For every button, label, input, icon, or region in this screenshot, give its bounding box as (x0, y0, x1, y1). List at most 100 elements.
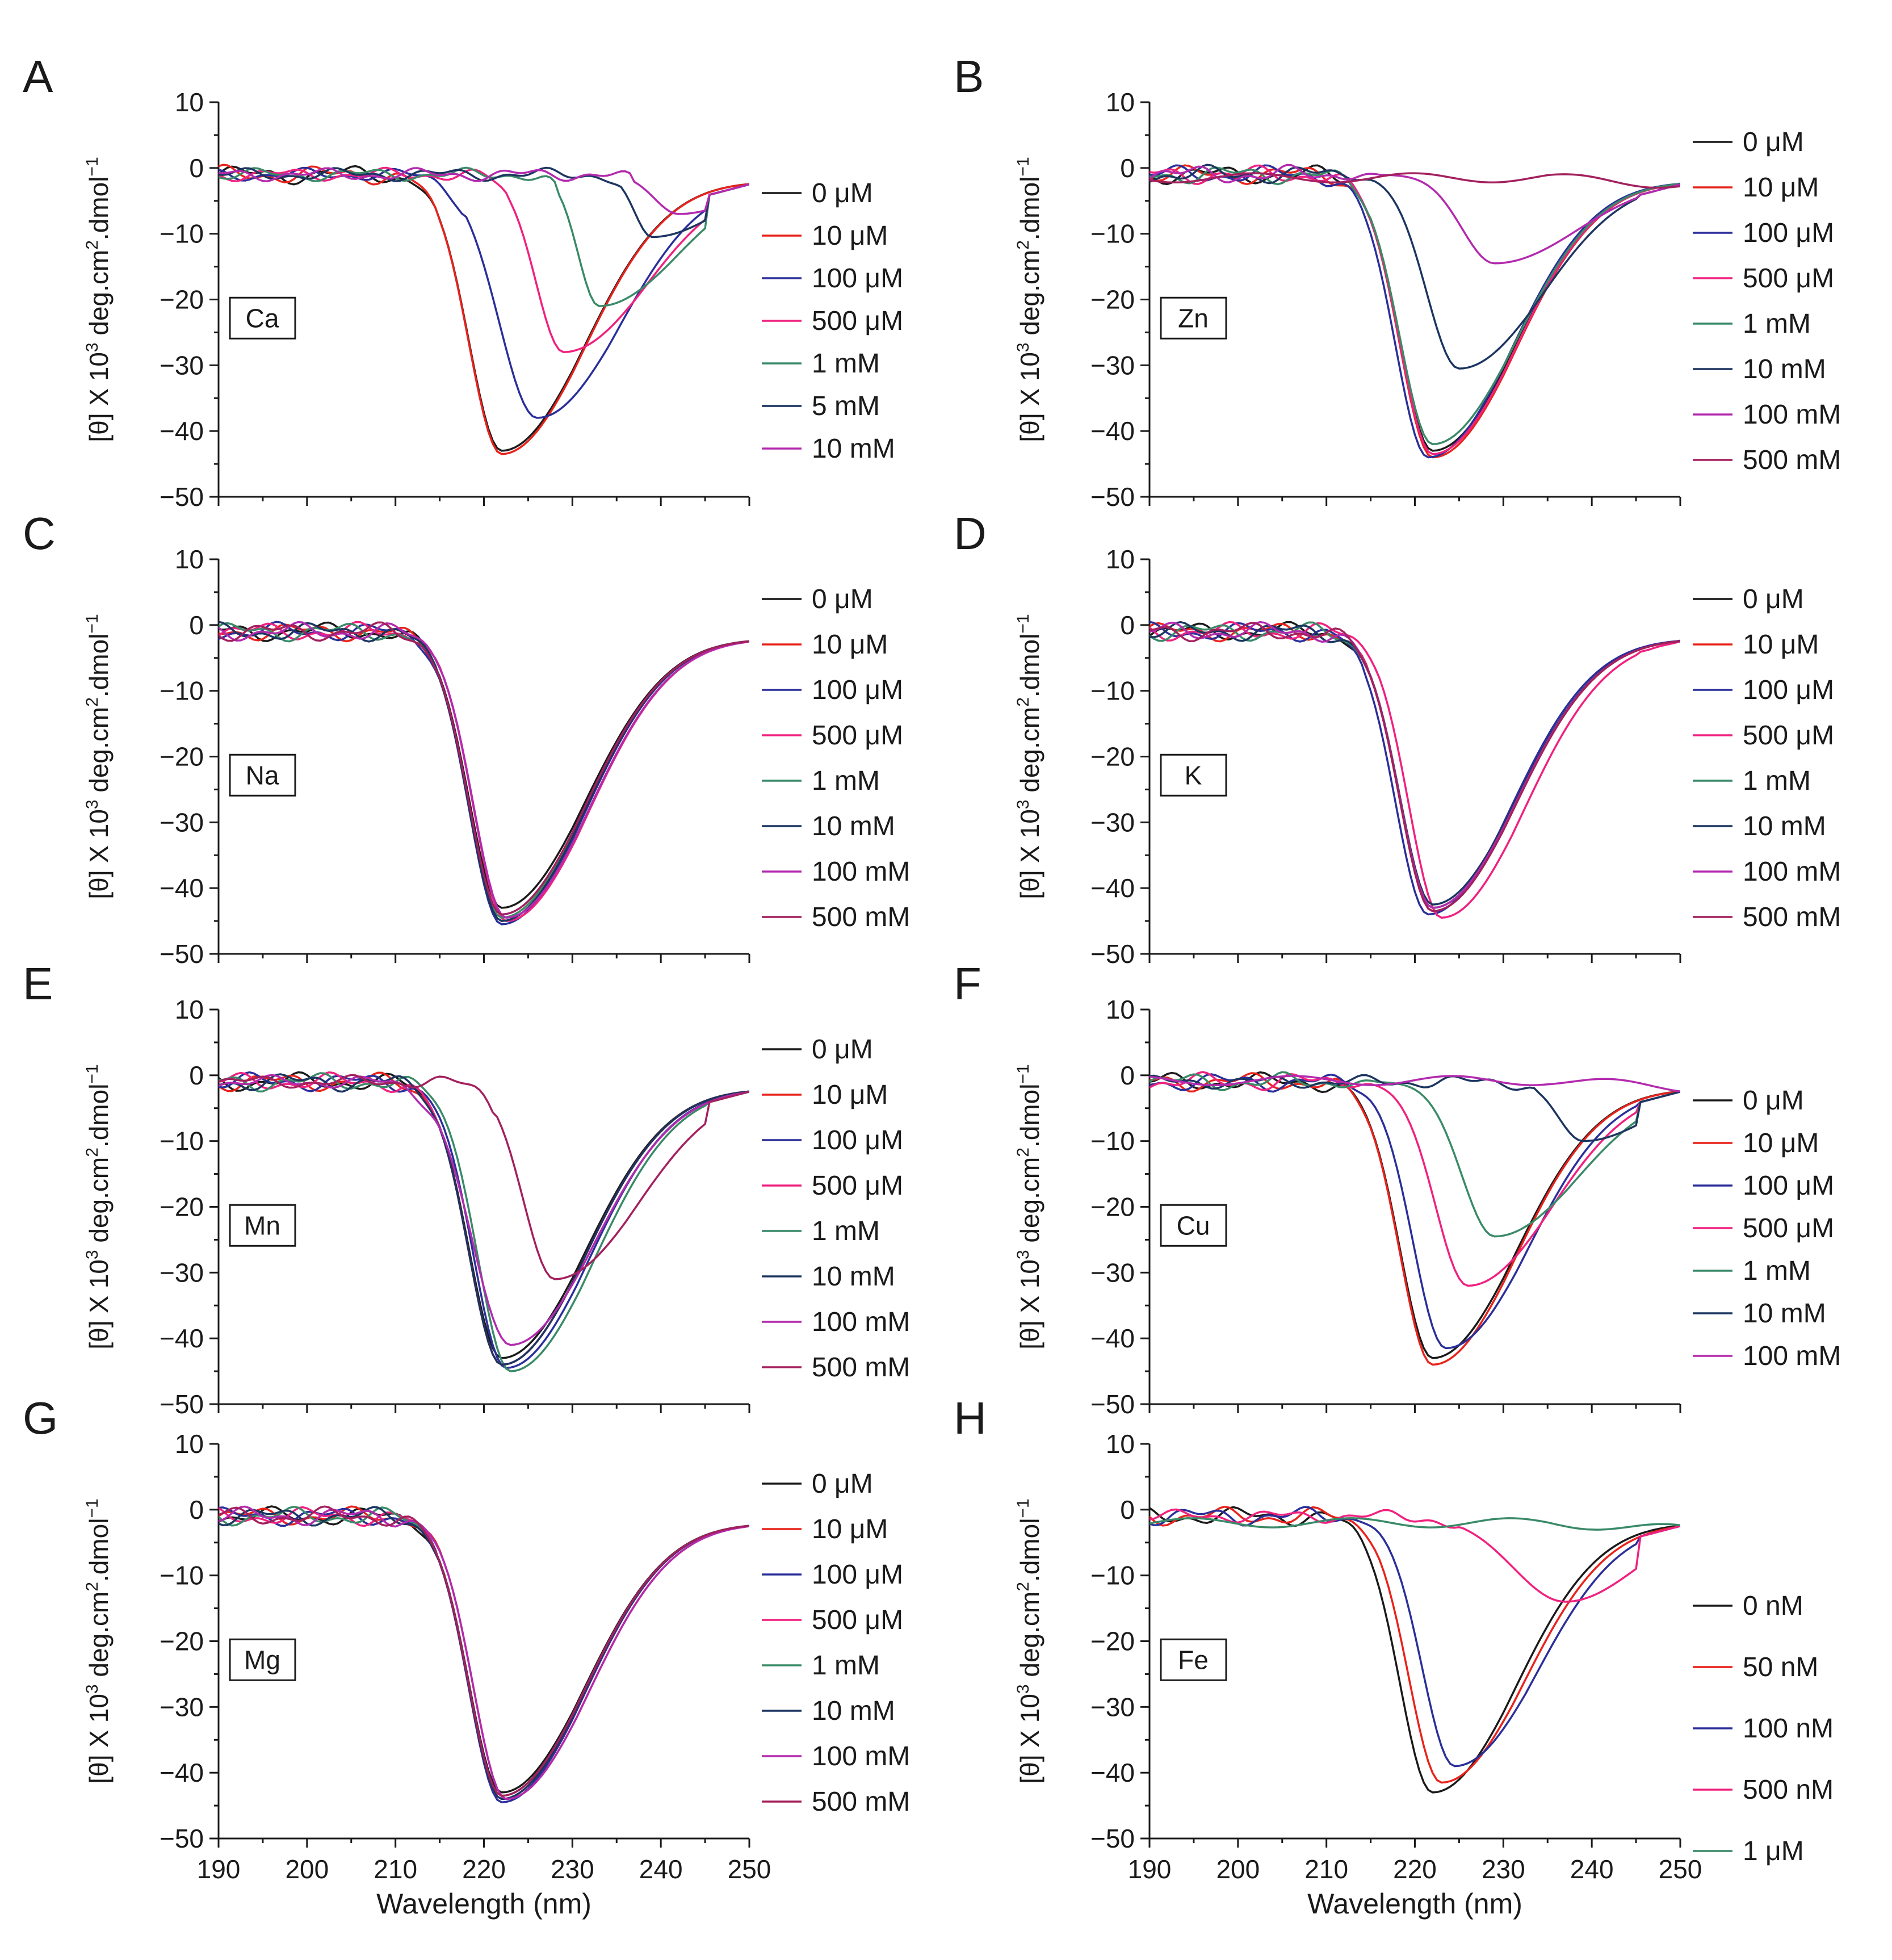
y-tick-label: −40 (160, 1758, 204, 1787)
y-tick-label: −30 (160, 350, 204, 380)
x-tick-label: 230 (551, 1854, 594, 1884)
legend-label: 500 mM (1743, 445, 1841, 475)
series-line (219, 1505, 749, 1794)
inset-label: Zn (1178, 303, 1209, 333)
y-tick-label: −20 (160, 742, 204, 772)
series-line (1150, 1074, 1680, 1142)
panel-B: B [θ] X 103 deg.cm2.dmol−1 10 0 −10 −20 −30 −40… (954, 51, 1841, 512)
series-line (1150, 1071, 1680, 1238)
y-label-text: [θ] X 10 (1015, 1259, 1044, 1350)
y-axis-label: [θ] X 103 deg.cm2.dmol−1 (1014, 1498, 1044, 1783)
x-tick-label: 250 (1659, 1854, 1702, 1884)
series-line (1150, 164, 1680, 265)
panel-letter: D (954, 508, 987, 559)
y-label-superscript: 2 (83, 240, 102, 250)
y-label-text: deg.cm (1015, 250, 1044, 343)
y-label-text: [θ] X 10 (1015, 809, 1044, 899)
legend-label: 500 μM (812, 721, 903, 751)
y-label-superscript: −1 (1014, 614, 1033, 633)
inset-label: Cu (1177, 1211, 1210, 1240)
legend-label: 10 mM (812, 1696, 895, 1726)
y-label-text: deg.cm (84, 250, 114, 343)
legend-label: 500 μM (812, 1171, 903, 1201)
legend-label: 0 nM (1743, 1591, 1803, 1621)
x-tick-label: 240 (1570, 1854, 1614, 1884)
panel-letter: A (23, 51, 53, 102)
legend-label: 500 μM (1743, 263, 1834, 294)
legend-label: 500 mM (812, 902, 910, 932)
series-line (1150, 1508, 1680, 1603)
x-tick-label: 210 (374, 1854, 417, 1884)
y-tick-label: −40 (160, 416, 204, 446)
y-tick-label: −50 (160, 482, 204, 512)
y-label-text: deg.cm (1015, 707, 1044, 800)
y-label-superscript: 2 (1014, 1147, 1033, 1157)
y-label-text: deg.cm (84, 1157, 114, 1250)
y-label-text: .dmol (84, 634, 114, 697)
inset-label-box (1160, 1204, 1227, 1247)
y-label-superscript: 2 (83, 697, 102, 707)
y-tick-label: 0 (1120, 1061, 1135, 1090)
legend-label: 100 mM (1743, 400, 1841, 430)
x-tick-label: 230 (1482, 1854, 1525, 1884)
y-tick-label: 10 (175, 995, 204, 1024)
inset-label: K (1185, 760, 1202, 790)
y-label-text: deg.cm (84, 707, 114, 800)
legend-label: 1 mM (1743, 1256, 1811, 1286)
legend-label: 1 mM (1743, 309, 1811, 339)
y-label-text: deg.cm (84, 1592, 114, 1685)
series-line (219, 1073, 749, 1366)
legend-label: 1 mM (812, 1216, 880, 1246)
inset-label: Mg (244, 1645, 280, 1674)
y-tick-label: −10 (1090, 219, 1135, 249)
legend-label: 500 μM (812, 306, 903, 336)
y-label-superscript: 3 (83, 342, 102, 352)
inset-label-box (1160, 1638, 1227, 1681)
x-tick-label: 220 (462, 1854, 506, 1884)
y-tick-label: 10 (175, 1429, 204, 1459)
y-tick-label: 0 (189, 610, 204, 640)
legend-label: 0 μM (1743, 584, 1804, 614)
y-label-text: .dmol (1015, 1518, 1044, 1582)
y-label-superscript: 2 (1014, 1582, 1033, 1592)
series-line (1150, 621, 1680, 919)
y-tick-label: −40 (160, 1324, 204, 1353)
series-line (1150, 1071, 1680, 1359)
y-label-text: .dmol (1015, 1084, 1044, 1147)
x-tick-label: 200 (285, 1854, 329, 1884)
y-label-text: [θ] X 10 (84, 809, 114, 899)
panel-letter: E (23, 958, 53, 1009)
y-axis-label: [θ] X 103 deg.cm2.dmol−1 (83, 157, 114, 442)
y-axis-label: [θ] X 103 deg.cm2.dmol−1 (1014, 1064, 1044, 1349)
y-label-text: [θ] X 10 (84, 1259, 114, 1350)
y-tick-label: 0 (1120, 1495, 1135, 1525)
legend-label: 1 μM (1743, 1836, 1804, 1866)
legend-label: 10 mM (812, 1262, 895, 1292)
legend-label: 100 mM (812, 857, 910, 887)
panel-A: A [θ] X 103 deg.cm2.dmol−1 10 0 −10 −20 −30 −40… (23, 51, 903, 512)
y-tick-label: −40 (1090, 873, 1135, 903)
legend-label: 500 nM (1743, 1775, 1834, 1805)
panel-letter: F (954, 958, 981, 1009)
legend-label: 50 nM (1743, 1652, 1818, 1682)
y-label-superscript: −1 (1014, 1498, 1033, 1518)
y-label-superscript: 3 (83, 1250, 102, 1259)
legend-label: 5 mM (812, 391, 880, 421)
y-label-superscript: 3 (1014, 1684, 1033, 1694)
series-line (1150, 172, 1680, 189)
y-label-text: .dmol (1015, 177, 1044, 240)
y-tick-label: −20 (1090, 285, 1135, 315)
series-line (219, 167, 749, 215)
y-tick-label: −40 (1090, 1758, 1135, 1787)
legend-label: 10 mM (1743, 1299, 1826, 1329)
series-line (1150, 1073, 1680, 1350)
legend-label: 100 mM (1743, 1341, 1841, 1371)
legend-label: 10 μM (812, 630, 888, 660)
series-line (1150, 166, 1680, 446)
x-axis-label: Wavelength (nm) (1307, 1888, 1522, 1920)
y-tick-label: −50 (160, 1824, 204, 1853)
series-line (219, 621, 749, 916)
y-tick-label: −10 (160, 219, 204, 249)
panel-letter: H (954, 1393, 987, 1443)
